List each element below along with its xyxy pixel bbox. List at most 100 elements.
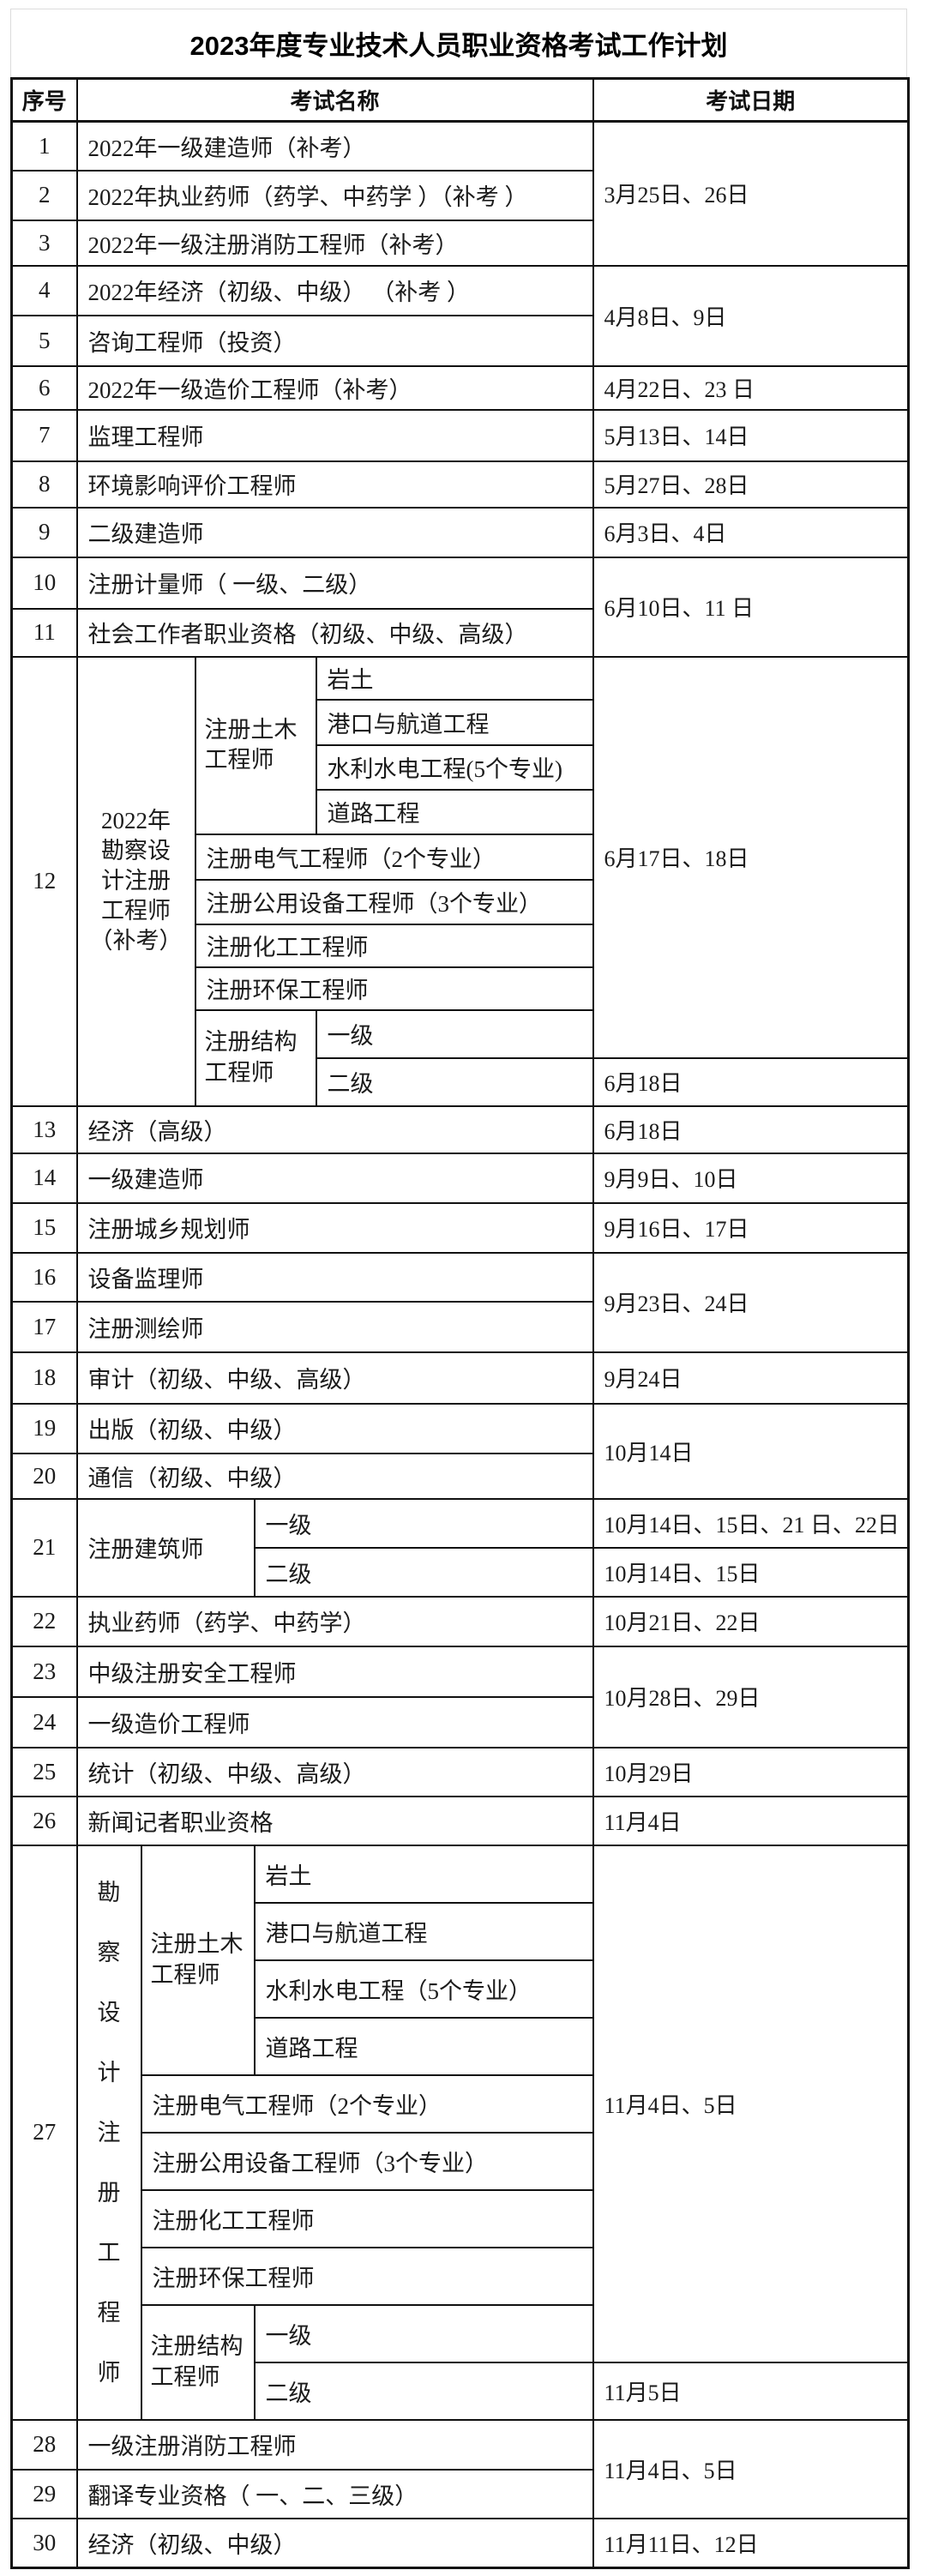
serial-cell: 26	[10, 1795, 78, 1846]
serial-cell: 6	[10, 364, 78, 411]
exam-name-cell: 咨询工程师（投资）	[75, 314, 594, 367]
exam-date-cell: 11月4日、5日	[592, 2418, 910, 2519]
serial-cell: 22	[10, 1595, 78, 1647]
exam-name-cell: 经济（初级、中级）	[75, 2517, 594, 2569]
table-row: 水利水电工程（5个专业）	[12, 1959, 909, 2019]
serial-cell: 20	[10, 1452, 78, 1500]
exam-name-cell: 中级注册安全工程师	[75, 1645, 594, 1698]
exam-date-cell: 10月21日、22日	[592, 1595, 910, 1647]
table-row: 8 环境影响评价工程师 5月27日、28日	[10, 460, 910, 509]
level-cell: 一级	[315, 1008, 594, 1059]
col-header-index: 序号	[10, 77, 78, 123]
exam-name-cell: 2022年执业药师（药学、中药学 ）（补考 ）	[75, 169, 594, 221]
serial-cell: 2	[10, 169, 78, 221]
level-cell: 一级	[253, 1497, 594, 1549]
table-row: 注册公用设备工程师（3个专业）	[12, 2131, 909, 2191]
serial-cell: 13	[10, 1104, 78, 1154]
exam-name-cell: 注册化工工程师	[194, 923, 594, 968]
exam-name-cell: 注册环保工程师	[140, 2246, 594, 2306]
serial-cell: 30	[10, 2517, 78, 2569]
exam-name-cell: 通信（初级、中级）	[75, 1452, 594, 1500]
exam-date-cell: 6月18日	[592, 1056, 910, 1107]
col-header-date: 考试日期	[592, 77, 910, 123]
exam-name-cell: 注册电气工程师（2个专业）	[140, 2073, 594, 2134]
table-row: 17 注册测绘师	[10, 1300, 909, 1353]
exam-name-cell: 执业药师（药学、中药学）	[75, 1595, 594, 1647]
serial-cell: 16	[10, 1251, 78, 1303]
exam-name-cell: 注册城乡规划师	[75, 1201, 594, 1254]
table-row: 25 统计（初级、中级、高级） 10月29日	[10, 1746, 910, 1797]
table-row: 20 通信（初级、中级）	[10, 1452, 909, 1500]
table-row: 注册环保工程师	[12, 966, 909, 1011]
serial-cell: 3	[10, 219, 78, 267]
exam-date-cell: 11月11日、12日	[592, 2517, 910, 2569]
exam-date-cell: 9月24日	[592, 1351, 910, 1405]
exam-name-cell: 监理工程师	[75, 408, 594, 462]
table-row: 注册电气工程师（2个专业）	[12, 833, 909, 881]
table-row: 注册公用设备工程师（3个专业）	[12, 878, 909, 925]
col-header-name: 考试名称	[75, 77, 594, 123]
exam-name-cell: 社会工作者职业资格（初级、中级、高级）	[75, 607, 594, 658]
table-row: 2 2022年执业药师（药学、中药学 ）（补考 ）	[10, 169, 909, 221]
exam-name-cell: 统计（初级、中级、高级）	[75, 1746, 594, 1797]
table-row: 道路工程	[12, 788, 909, 835]
exam-date-cell: 6月3日、4日	[592, 506, 910, 558]
table-row: 16 设备监理师 9月23日、24日	[10, 1251, 910, 1353]
table-row: 11 社会工作者职业资格（初级、中级、高级）	[10, 607, 909, 658]
exam-date-cell: 5月27日、28日	[592, 460, 910, 509]
table-row: 7 监理工程师 5月13日、14日	[10, 408, 910, 462]
serial-cell: 29	[10, 2468, 78, 2519]
serial-cell: 17	[10, 1300, 78, 1353]
serial-cell: 27	[10, 1844, 78, 2421]
serial-cell: 23	[10, 1645, 78, 1698]
table-row: 港口与航道工程	[12, 698, 909, 746]
header-row: 序号 考试名称 考试日期	[10, 77, 910, 123]
exam-date-cell: 10月14日	[592, 1402, 910, 1500]
table-row: 26 新闻记者职业资格 11月4日	[10, 1795, 910, 1846]
specialty-cell: 道路工程	[315, 788, 594, 835]
specialty-cell: 岩土	[315, 655, 594, 701]
civil-engineer-cell: 注册土木 工程师	[194, 655, 317, 835]
table-row: 22 执业药师（药学、中药学） 10月21日、22日	[10, 1595, 910, 1647]
table-row: 18 审计（初级、中级、高级） 9月24日	[10, 1351, 910, 1405]
exam-name-cell: 注册公用设备工程师（3个专业）	[140, 2131, 594, 2191]
serial-cell: 8	[10, 460, 78, 509]
table-row: 4 2022年经济（初级、中级） （补考 ） 4月8日、9日	[10, 264, 910, 367]
exam-name-cell: 一级造价工程师	[75, 1695, 594, 1748]
serial-cell: 10	[10, 556, 78, 610]
table-row: 二级 11月5日	[12, 2361, 910, 2421]
table-row: 3 2022年一级注册消防工程师（补考）	[10, 219, 909, 267]
exam-date-cell: 9月16日、17日	[592, 1201, 910, 1254]
serial-cell: 15	[10, 1201, 78, 1254]
serial-cell: 1	[10, 120, 78, 172]
table-row: 30 经济（初级、中级） 11月11日、12日	[10, 2517, 910, 2569]
table-row: 14 一级建造师 9月9日、10日	[10, 1152, 910, 1204]
exam-date-cell: 10月29日	[592, 1746, 910, 1797]
serial-cell: 28	[10, 2418, 78, 2471]
serial-cell: 5	[10, 314, 78, 367]
serial-cell: 12	[10, 655, 78, 1107]
table-row: 21 注册建筑师 一级 10月14日、15日、21 日、22日	[10, 1497, 910, 1598]
serial-cell: 7	[10, 408, 78, 462]
table-row: 港口与航道工程	[12, 1901, 909, 1961]
table-row: 5 咨询工程师（投资）	[10, 314, 909, 367]
table-row: 27 勘 察 设 计 注 册 工 程 师 注册土木 工程师 岩土 11月4日、5…	[10, 1844, 910, 2421]
exam-date-cell: 4月8日、9日	[592, 264, 910, 367]
architect-group-cell: 注册建筑师	[75, 1497, 256, 1598]
exam-date-cell: 10月14日、15日、21 日、22日	[592, 1497, 910, 1549]
level-cell: 一级	[253, 2303, 594, 2363]
table-row: 二级 10月14日、15日	[12, 1546, 910, 1598]
exam-name-cell: 2022年一级建造师（补考）	[75, 120, 594, 172]
exam-schedule-table: 序号 考试名称 考试日期 1 2022年一级建造师（补考） 3月25日、26日 …	[10, 77, 911, 2569]
table-row: 23 中级注册安全工程师 10月28日、29日	[10, 1645, 910, 1748]
specialty-cell: 水利水电工程（5个专业）	[253, 1959, 594, 2019]
serial-cell: 9	[10, 506, 78, 558]
exam-date-cell: 9月9日、10日	[592, 1152, 910, 1204]
exam-name-cell: 2022年经济（初级、中级） （补考 ）	[75, 264, 594, 316]
exam-name-cell: 注册环保工程师	[194, 966, 594, 1011]
exam-date-cell: 10月28日、29日	[592, 1645, 910, 1748]
exam-name-cell: 一级注册消防工程师	[75, 2418, 594, 2471]
table-row: 29 翻译专业资格（ 一、二、三级）	[10, 2468, 909, 2519]
serial-cell: 18	[10, 1351, 78, 1405]
